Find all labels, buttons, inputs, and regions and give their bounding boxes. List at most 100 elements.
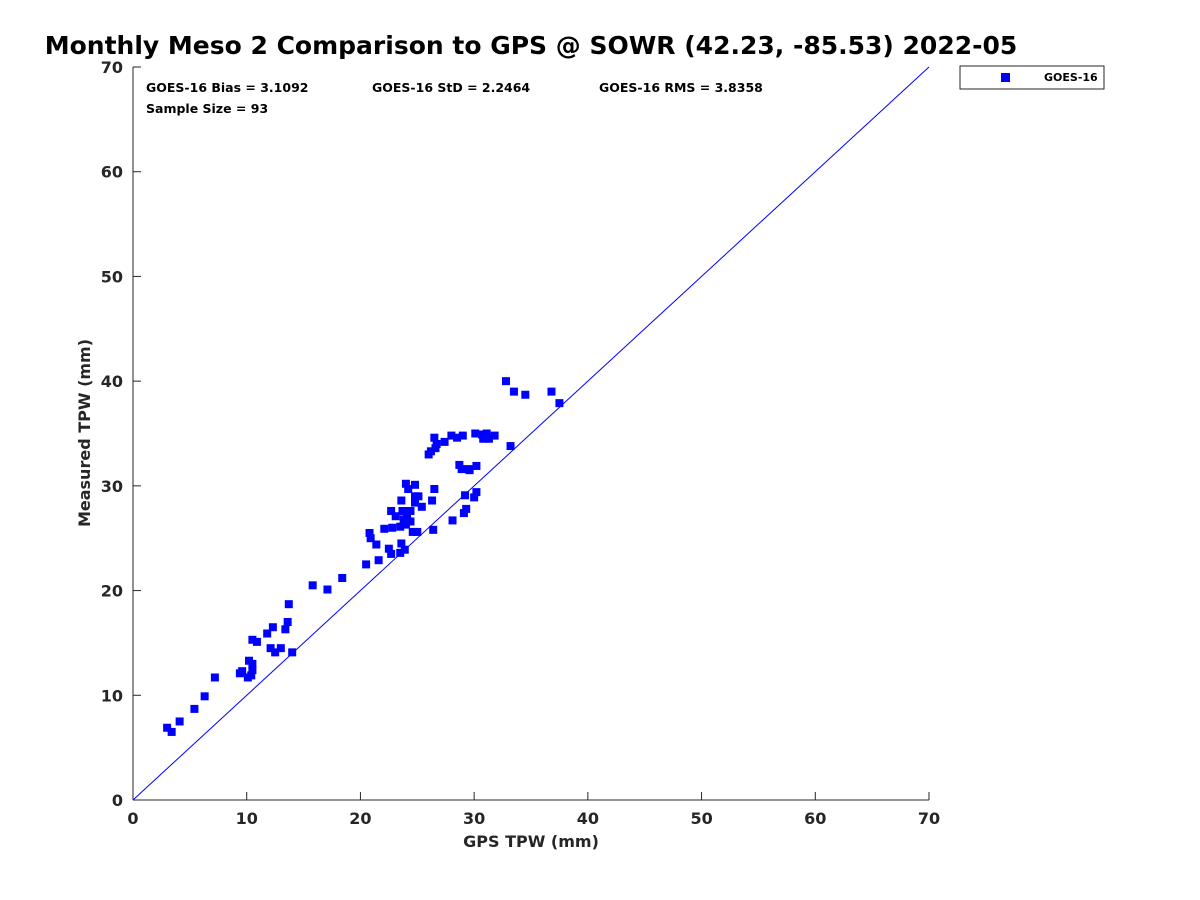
data-point xyxy=(284,600,293,609)
data-point xyxy=(430,484,439,493)
data-point xyxy=(408,527,417,536)
data-point xyxy=(288,648,297,657)
data-point xyxy=(440,437,449,446)
x-axis-label: GPS TPW (mm) xyxy=(463,832,599,851)
rms-stat: GOES-16 RMS = 3.8358 xyxy=(599,80,763,95)
data-point xyxy=(266,644,275,653)
data-point xyxy=(457,465,466,474)
data-point xyxy=(484,434,493,443)
data-point xyxy=(490,431,499,440)
x-tick-label: 50 xyxy=(690,809,712,828)
y-tick-label: 10 xyxy=(101,686,123,705)
legend: GOES-16 xyxy=(959,65,1105,90)
data-point xyxy=(414,492,423,501)
data-point xyxy=(252,637,261,646)
data-point xyxy=(470,493,479,502)
y-tick-label: 60 xyxy=(101,163,123,182)
data-point xyxy=(482,429,491,438)
sample-size-stat: Sample Size = 93 xyxy=(146,101,268,116)
data-point xyxy=(472,488,481,497)
data-point xyxy=(248,666,257,675)
data-point xyxy=(458,431,467,440)
data-point xyxy=(308,581,317,590)
data-point xyxy=(374,556,383,565)
data-point xyxy=(426,447,435,456)
data-point xyxy=(401,479,410,488)
data-point xyxy=(338,574,347,583)
data-point xyxy=(210,673,219,682)
data-point xyxy=(431,444,440,453)
data-point xyxy=(175,717,184,726)
data-point xyxy=(506,442,515,451)
legend-box xyxy=(959,65,1105,90)
x-axis-ticks: 0 10 20 30 40 50 60 70 xyxy=(127,792,940,828)
data-point xyxy=(399,515,408,524)
y-tick-label: 20 xyxy=(101,582,123,601)
data-point xyxy=(406,506,415,515)
data-point xyxy=(396,522,405,531)
x-tick-label: 60 xyxy=(804,809,826,828)
data-point xyxy=(462,504,471,513)
plot-contents xyxy=(132,66,930,801)
x-tick-label: 70 xyxy=(918,809,940,828)
x-tick-label: 10 xyxy=(236,809,258,828)
data-point xyxy=(283,617,292,626)
data-point xyxy=(323,585,332,594)
data-point xyxy=(413,527,422,536)
data-point xyxy=(471,429,480,438)
reference-line xyxy=(132,66,930,801)
data-point xyxy=(384,544,393,553)
data-point xyxy=(400,545,409,554)
data-point xyxy=(190,704,199,713)
data-point xyxy=(366,534,375,543)
data-point xyxy=(365,528,374,537)
data-point xyxy=(479,434,488,443)
data-point xyxy=(521,390,530,399)
y-tick-label: 70 xyxy=(101,58,123,77)
data-point xyxy=(167,727,176,736)
data-point xyxy=(472,461,481,470)
data-point xyxy=(248,659,257,668)
legend-marker-icon xyxy=(1001,73,1010,82)
data-point xyxy=(411,480,420,489)
x-tick-label: 30 xyxy=(463,809,485,828)
y-tick-label: 0 xyxy=(112,791,123,810)
data-markers xyxy=(163,377,564,736)
x-tick-label: 20 xyxy=(349,809,371,828)
data-point xyxy=(388,523,397,532)
data-point xyxy=(372,540,381,549)
data-point xyxy=(448,516,457,525)
chart-title: Monthly Meso 2 Comparison to GPS @ SOWR … xyxy=(45,31,1018,60)
data-point xyxy=(429,525,438,534)
data-point xyxy=(447,431,456,440)
std-stat: GOES-16 StD = 2.2464 xyxy=(372,80,530,95)
data-point xyxy=(391,512,400,521)
x-tick-label: 0 xyxy=(127,809,138,828)
data-point xyxy=(403,511,412,520)
data-point xyxy=(501,377,510,386)
data-point xyxy=(547,387,556,396)
data-point xyxy=(459,509,468,518)
data-point xyxy=(281,625,290,634)
data-point xyxy=(455,460,464,469)
data-point xyxy=(268,623,277,632)
data-point xyxy=(238,667,247,676)
data-point xyxy=(380,524,389,533)
data-point xyxy=(411,498,420,507)
data-point xyxy=(453,433,462,442)
y-tick-label: 40 xyxy=(101,372,123,391)
data-point xyxy=(396,548,405,557)
data-point xyxy=(387,549,396,558)
data-point xyxy=(509,387,518,396)
data-point xyxy=(276,644,285,653)
data-point xyxy=(432,439,441,448)
x-tick-label: 40 xyxy=(577,809,599,828)
data-point xyxy=(263,629,272,638)
data-point xyxy=(247,671,256,680)
y-axis-label: Measured TPW (mm) xyxy=(75,339,94,527)
data-point xyxy=(397,539,406,548)
data-point xyxy=(401,520,410,529)
y-tick-label: 50 xyxy=(101,267,123,286)
data-point xyxy=(398,506,407,515)
